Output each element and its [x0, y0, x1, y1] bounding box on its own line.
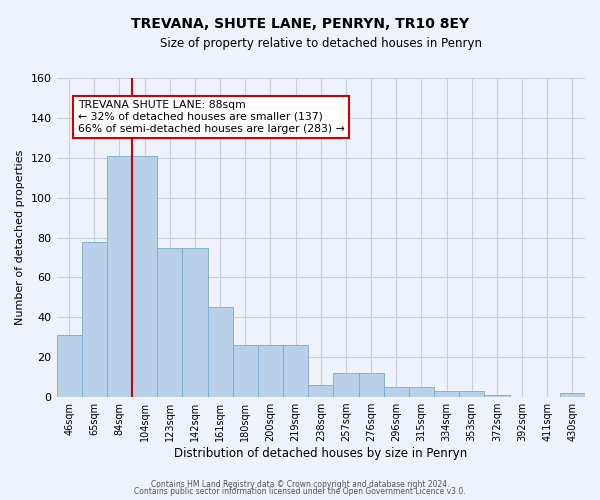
Bar	[459, 391, 484, 397]
Bar	[334, 373, 359, 397]
Bar	[434, 391, 459, 397]
Bar	[258, 345, 283, 397]
Title: Size of property relative to detached houses in Penryn: Size of property relative to detached ho…	[160, 38, 482, 51]
Bar	[383, 387, 409, 397]
Bar	[157, 248, 182, 397]
Bar	[409, 387, 434, 397]
Bar	[233, 345, 258, 397]
X-axis label: Distribution of detached houses by size in Penryn: Distribution of detached houses by size …	[174, 447, 467, 460]
Bar	[182, 248, 208, 397]
Bar	[484, 395, 509, 397]
Y-axis label: Number of detached properties: Number of detached properties	[15, 150, 25, 326]
Bar	[560, 393, 585, 397]
Bar	[359, 373, 383, 397]
Text: Contains HM Land Registry data © Crown copyright and database right 2024.: Contains HM Land Registry data © Crown c…	[151, 480, 449, 489]
Bar	[107, 156, 132, 397]
Text: Contains public sector information licensed under the Open Government Licence v3: Contains public sector information licen…	[134, 487, 466, 496]
Bar	[132, 156, 157, 397]
Bar	[208, 308, 233, 397]
Text: TREVANA SHUTE LANE: 88sqm
← 32% of detached houses are smaller (137)
66% of semi: TREVANA SHUTE LANE: 88sqm ← 32% of detac…	[77, 100, 344, 134]
Bar	[56, 336, 82, 397]
Bar	[82, 242, 107, 397]
Text: TREVANA, SHUTE LANE, PENRYN, TR10 8EY: TREVANA, SHUTE LANE, PENRYN, TR10 8EY	[131, 18, 469, 32]
Bar	[283, 345, 308, 397]
Bar	[308, 385, 334, 397]
